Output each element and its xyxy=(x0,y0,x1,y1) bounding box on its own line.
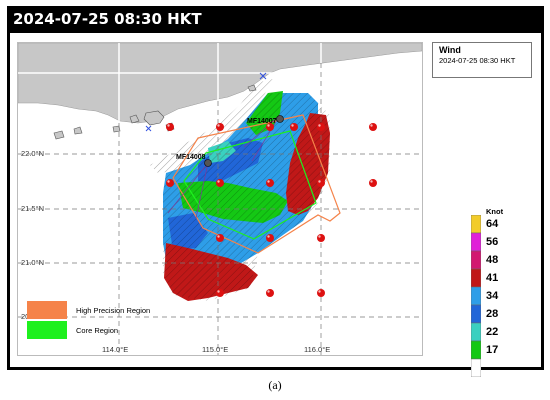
lat-tick: 22.0°N xyxy=(21,149,45,158)
colorbar-unit: Knot xyxy=(486,207,504,216)
colorbar-swatch xyxy=(471,358,481,377)
colorbar-label: 56 xyxy=(486,236,499,248)
station-label-mf14007: MF14007 xyxy=(247,118,277,125)
colorbar-swatch xyxy=(471,232,481,252)
buoy-marker xyxy=(166,123,174,131)
map-canvas: MF14007 MF14008 xyxy=(18,43,422,355)
map-panel: MF14007 MF14008 22.0°N 21.5°N 21.0°N 20.… xyxy=(10,33,541,377)
lat-tick: 21.5°N xyxy=(21,204,45,213)
core-region-label: Core Region xyxy=(76,326,119,335)
colorbar-label: 64 xyxy=(486,218,499,230)
figure-caption: (a) xyxy=(268,378,282,392)
sea-grid xyxy=(18,63,422,355)
buoy-marker xyxy=(166,179,174,187)
legend-title: Wind xyxy=(439,45,461,55)
colorbar-swatch xyxy=(471,322,481,342)
colorbar-swatch xyxy=(471,250,481,270)
station-marker-mf14008 xyxy=(204,159,212,167)
core-region-swatch xyxy=(27,321,67,339)
buoy-marker xyxy=(369,123,377,131)
buoy-marker xyxy=(266,179,274,187)
lon-tick: 116.0°E xyxy=(304,345,331,354)
buoy-marker xyxy=(317,289,325,297)
islands xyxy=(53,84,257,140)
station-label-mf14008: MF14008 xyxy=(176,154,206,161)
wind-map[interactable]: MF14007 MF14008 22.0°N 21.5°N 21.0°N 20.… xyxy=(17,42,423,356)
timestamp-title: 2024-07-25 08:30 HKT xyxy=(13,10,202,28)
colorbar-label: 48 xyxy=(486,254,499,266)
low-wind-hatch xyxy=(150,79,273,173)
buoy-marker xyxy=(216,179,224,187)
high-precision-label: High Precision Region xyxy=(76,306,151,315)
colorbar-swatch xyxy=(471,340,481,360)
buoy-marker xyxy=(317,234,325,242)
buoy-marker xyxy=(317,123,325,131)
colorbar-label: 34 xyxy=(486,290,499,302)
buoy-marker xyxy=(216,123,224,131)
core-region-outline xyxy=(183,130,317,240)
wind-colorbar xyxy=(471,215,481,377)
radar-site-markers xyxy=(145,72,267,132)
buoy-marker xyxy=(369,179,377,187)
buoy-marker xyxy=(290,123,298,131)
buoy-marker xyxy=(216,289,224,297)
colorbar-swatch xyxy=(471,286,481,306)
land-mass xyxy=(18,43,422,124)
buoy-marker xyxy=(317,179,325,187)
colorbar-label: 41 xyxy=(486,272,499,284)
colorbar-swatch xyxy=(471,215,481,234)
legend-time: 2024-07-25 08:30 HKT xyxy=(439,56,516,65)
lat-tick: 21.0°N xyxy=(21,258,45,267)
lon-tick: 114.0°E xyxy=(102,345,129,354)
wind-legend-box: Wind 2024-07-25 08:30 HKT xyxy=(432,42,532,78)
lon-tick: 115.0°E xyxy=(202,345,229,354)
buoy-marker xyxy=(216,234,224,242)
colorbar-swatch xyxy=(471,268,481,288)
radar-beams xyxy=(167,114,281,219)
figure-frame: 2024-07-25 08:30 HKT xyxy=(7,6,544,377)
colorbar-label: 17 xyxy=(486,344,499,356)
buoy-marker xyxy=(266,234,274,242)
colorbar-swatch xyxy=(471,304,481,324)
colorbar-label: 22 xyxy=(486,326,499,338)
colorbar-label: 28 xyxy=(486,308,499,320)
high-precision-swatch xyxy=(27,301,67,319)
station-marker-mf14007 xyxy=(276,115,284,123)
buoy-marker xyxy=(266,289,274,297)
land-grid xyxy=(18,43,322,123)
